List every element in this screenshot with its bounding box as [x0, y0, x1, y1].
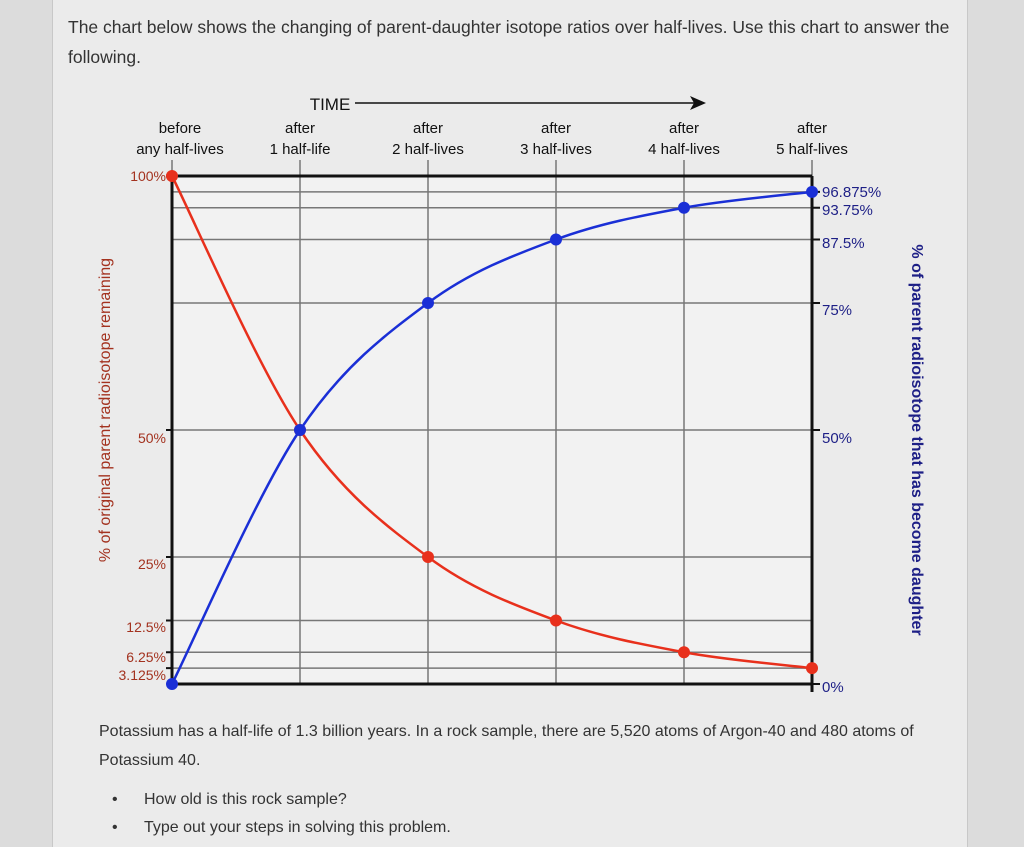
right-axis-title: % of parent radioisotope that has become… — [908, 244, 925, 635]
intro-text: The chart below shows the changing of pa… — [68, 17, 950, 67]
x-tick-label: 4 half-lives — [648, 141, 720, 158]
x-tick-label: after — [413, 120, 443, 137]
data-point-1 — [678, 201, 690, 214]
left-axis-title: % of original parent radioisotope remain… — [97, 258, 114, 562]
left-tick-label: 25% — [138, 556, 166, 572]
bullet-list: How old is this rock sample? Type out yo… — [112, 786, 451, 842]
x-tick-label: after — [285, 120, 315, 137]
question-text: Potassium has a half-life of 1.3 billion… — [99, 723, 914, 769]
left-tick-label: 3.125% — [119, 667, 166, 683]
right-tick-label: 87.5% — [822, 235, 865, 252]
left-tick-label: 12.5% — [126, 619, 166, 635]
right-tick-label: 75% — [822, 302, 852, 319]
x-tick-label: before — [159, 120, 202, 137]
data-point-1 — [294, 424, 306, 436]
bullet-item: Type out your steps in solving this prob… — [112, 814, 451, 842]
right-tick-label: 0% — [822, 679, 844, 696]
data-point-1 — [806, 185, 818, 198]
bullet-item: How old is this rock sample? — [112, 786, 451, 814]
right-tick-label: 93.75% — [822, 202, 873, 219]
data-point-1 — [166, 678, 178, 690]
x-tick-label: after — [669, 120, 699, 137]
left-tick-label: 100% — [130, 168, 166, 184]
data-point-1 — [422, 297, 434, 309]
x-tick-label: after — [797, 120, 827, 137]
x-tick-label: 5 half-lives — [776, 141, 848, 158]
data-point-0 — [422, 551, 434, 563]
left-tick-label: 50% — [138, 430, 166, 446]
data-point-0 — [550, 614, 562, 627]
time-arrow-head-icon — [690, 96, 706, 110]
time-label: TIME — [310, 95, 351, 114]
x-tick-label: 1 half-life — [270, 141, 331, 158]
x-tick-label: 2 half-lives — [392, 141, 464, 158]
data-point-1 — [550, 233, 562, 246]
right-tick-label: 50% — [822, 430, 852, 447]
right-tick-label: 96.875% — [822, 184, 881, 201]
x-tick-label: any half-lives — [136, 141, 224, 158]
x-tick-label: 3 half-lives — [520, 141, 592, 158]
x-tick-label: after — [541, 120, 571, 137]
left-tick-label: 6.25% — [126, 649, 166, 665]
data-point-0 — [678, 646, 690, 659]
data-point-0 — [166, 170, 178, 182]
data-point-0 — [806, 662, 818, 675]
